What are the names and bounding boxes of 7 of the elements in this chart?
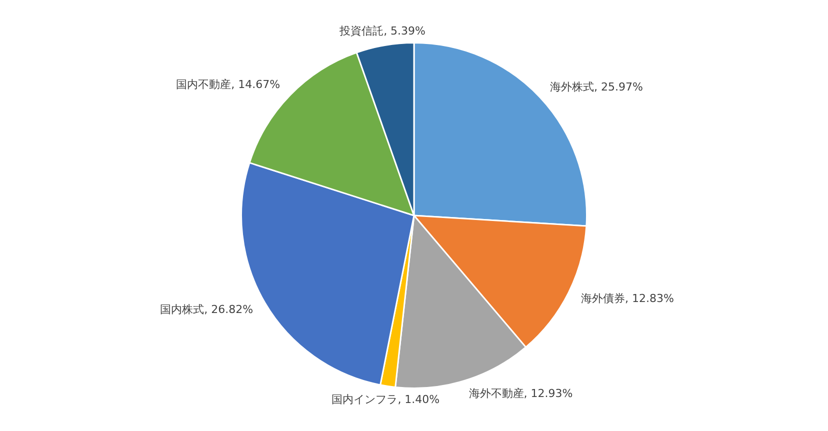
slice-label: 国内株式, 26.82% xyxy=(160,303,254,316)
slice-label: 投資信託, 5.39% xyxy=(338,24,426,38)
slice-label: 海外債券, 12.83% xyxy=(581,292,674,305)
slice-label: 海外不動産, 12.93% xyxy=(468,386,573,400)
slice-label: 国内インフラ, 1.40% xyxy=(332,392,440,406)
slice-label: 国内不動産, 14.67% xyxy=(176,78,280,92)
slice-label: 海外株式, 25.97% xyxy=(550,80,643,94)
